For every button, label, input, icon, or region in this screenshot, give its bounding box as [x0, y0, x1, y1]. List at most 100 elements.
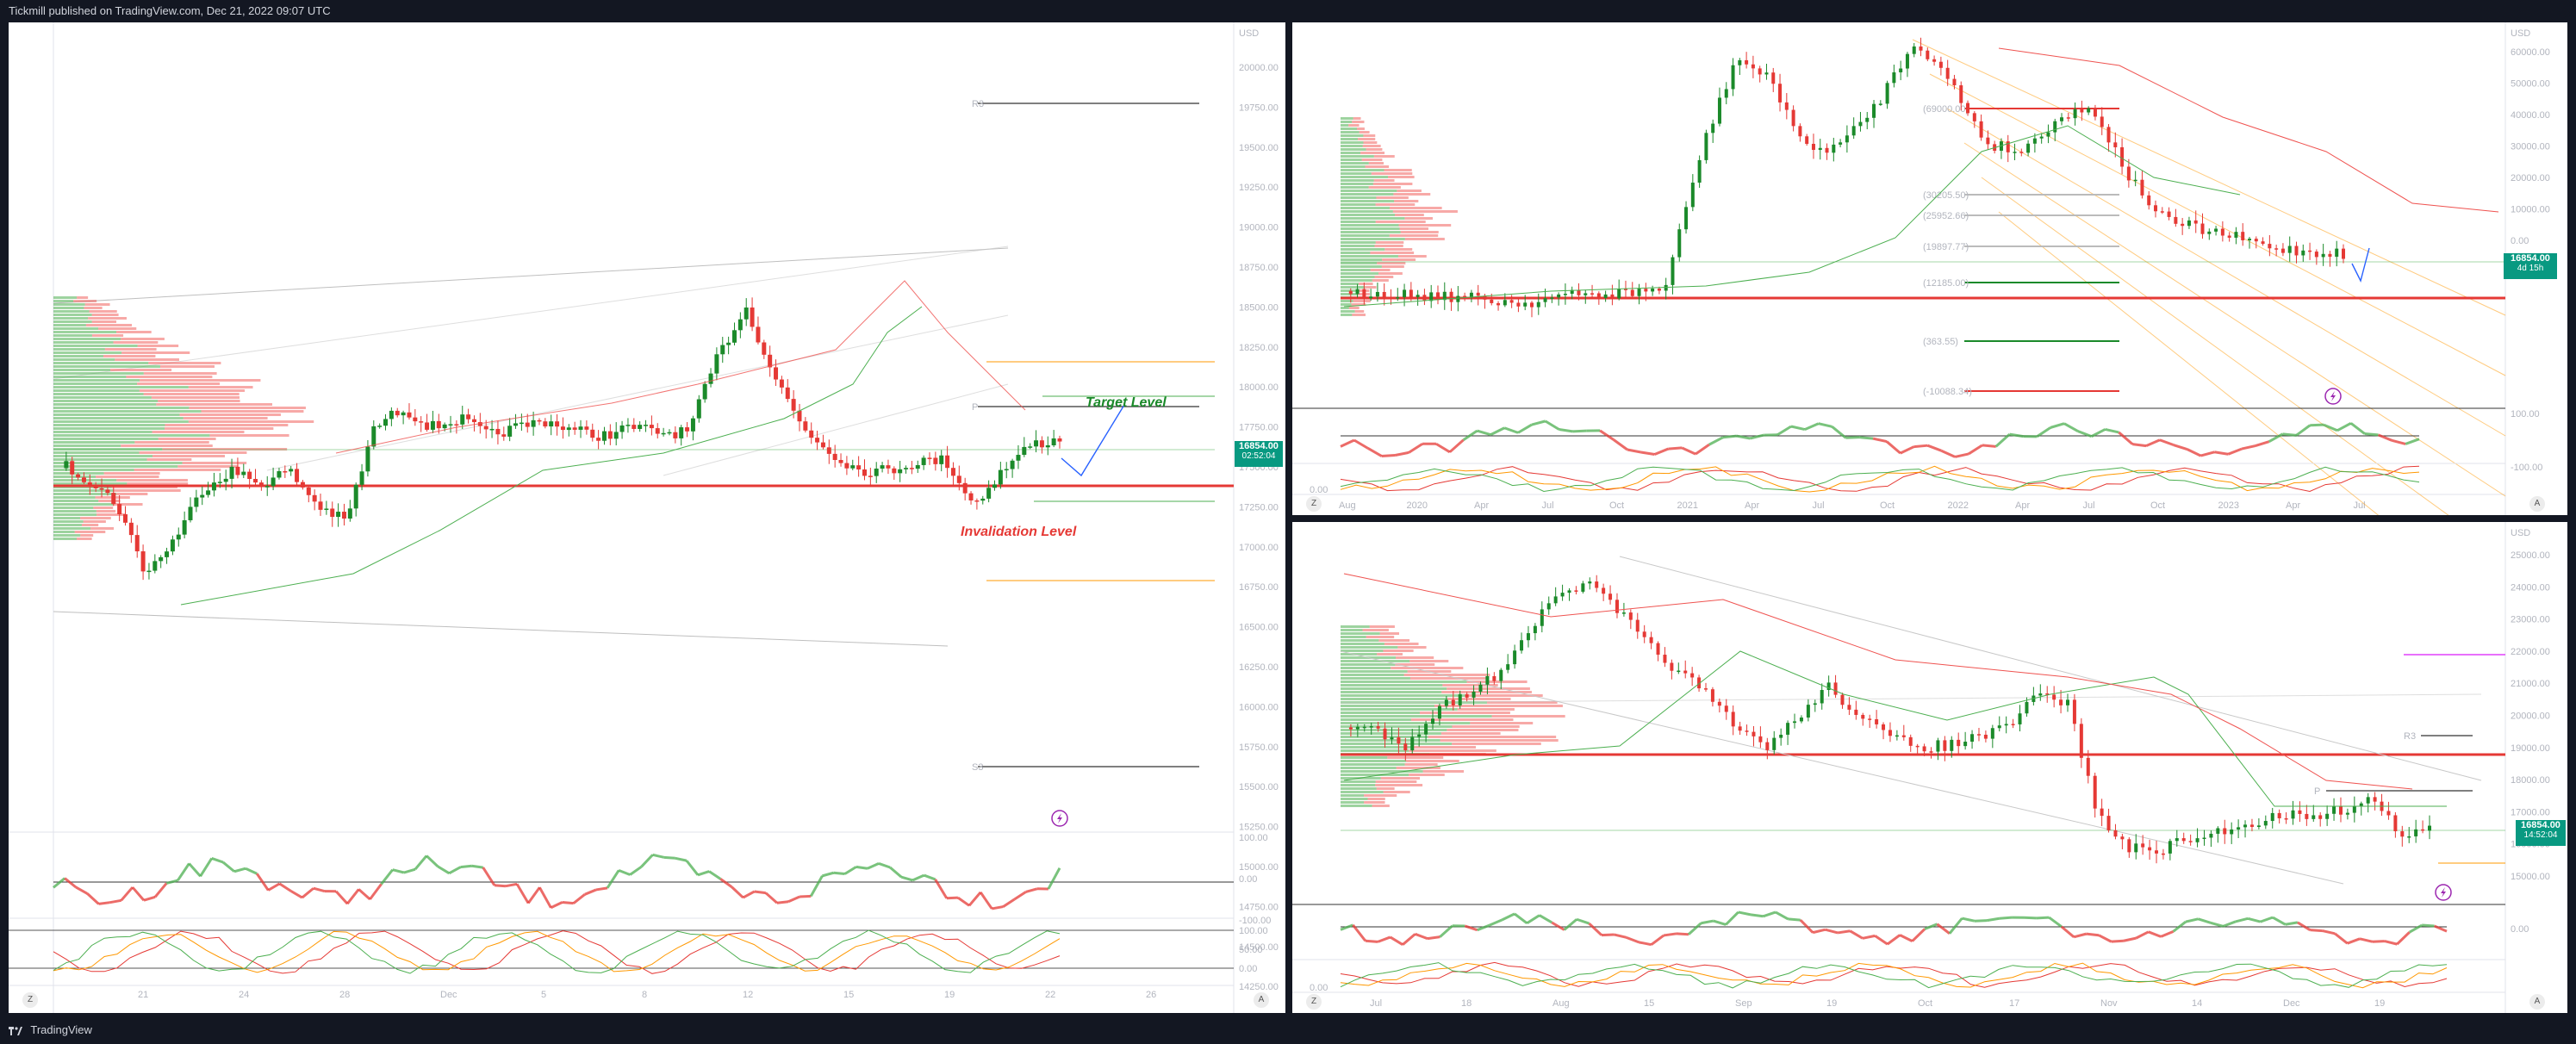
right-bottom-a-button[interactable]: A — [2529, 994, 2545, 1010]
left-volume-profile-bar — [188, 386, 253, 388]
rb-candle — [1635, 619, 1640, 632]
rb-candle — [1499, 669, 1503, 681]
left-a-button[interactable]: A — [1254, 992, 1269, 1008]
rt-candle — [1858, 121, 1863, 127]
rb-candle — [1663, 655, 1667, 663]
rt-volume-profile-bar — [1341, 124, 1349, 127]
left-candle — [543, 421, 548, 427]
left-candle — [667, 432, 672, 434]
rb-momentum-osc — [2260, 916, 2274, 923]
left-momentum-osc — [369, 883, 383, 900]
rb-volume-profile-bar — [1440, 739, 1559, 742]
left-z-button[interactable]: Z — [22, 992, 38, 1008]
rb-candle — [2216, 828, 2220, 834]
rb-volume-profile-bar — [1367, 798, 1385, 800]
left-volume-profile-bar — [53, 386, 189, 388]
left-candle — [756, 326, 761, 343]
left-momentum-osc — [843, 866, 857, 875]
right-top-z-button[interactable]: Z — [1306, 496, 1322, 512]
rb-candle — [1595, 581, 1599, 588]
rb-candle — [2018, 713, 2022, 724]
left-candle — [632, 425, 637, 429]
left-volume-profile-bar — [53, 331, 117, 333]
rt-candle — [1617, 289, 1621, 299]
rb-candle — [1765, 742, 1770, 750]
left-volume-profile-bar — [116, 479, 188, 482]
right-bottom-chart-panel[interactable]: USD 25000.00 24000.00 23000.00 22000.00 21000… — [1292, 522, 2567, 1013]
right-bottom-chart-canvas[interactable]: USD 25000.00 24000.00 23000.00 22000.00 21000… — [1292, 522, 2567, 1013]
rb-volume-profile-bar — [1387, 756, 1444, 759]
rt-momentum-osc — [1448, 438, 1465, 453]
left-momentum-osc — [188, 862, 202, 878]
left-momentum-osc — [346, 888, 360, 905]
left-volume-profile-bar — [53, 534, 81, 537]
left-momentum-osc — [143, 895, 156, 902]
left-candle — [289, 469, 294, 472]
rb-price-tick: 17000.00 — [2511, 807, 2550, 817]
rt-momentum-osc — [1872, 437, 1888, 444]
rb-candle — [1976, 734, 1981, 736]
rb-momentum-osc — [1911, 928, 1926, 942]
rb-volume-profile-bar — [1341, 725, 1453, 728]
rt-candle — [2026, 143, 2031, 153]
right-top-chart-panel[interactable]: USD 60000.00 50000.00 40000.00 30000.00 20000… — [1292, 22, 2567, 515]
left-time-tick: 15 — [843, 990, 854, 1000]
left-volume-profile-bar — [53, 393, 144, 395]
rb-candle — [1458, 693, 1462, 706]
rb-candle — [1929, 751, 1933, 753]
left-volume-profile-bar — [81, 524, 99, 526]
rb-candle — [1840, 694, 1845, 705]
footer-bar: TradingView — [0, 1016, 2576, 1044]
left-candle — [430, 420, 435, 430]
left-candle — [170, 539, 175, 552]
rt-volume-profile-bar — [1374, 245, 1403, 247]
left-volume-profile-bar — [103, 472, 160, 475]
rt-momentum-osc — [2118, 431, 2134, 445]
rt-volume-profile-bar — [1341, 303, 1352, 306]
rb-volume-profile-bar — [1409, 660, 1449, 662]
right-top-a-button[interactable]: A — [2529, 496, 2545, 512]
rb-candle — [1355, 726, 1360, 730]
rb-momentum-osc — [1750, 913, 1764, 918]
rt-momentum-osc — [1340, 438, 1355, 448]
left-candle — [105, 489, 110, 494]
left-candle — [295, 469, 300, 482]
rt-candle — [2147, 195, 2151, 206]
rt-momentum-osc — [1599, 429, 1615, 441]
pivot-label: P — [972, 402, 978, 413]
left-volume-profile-bar — [89, 310, 117, 313]
rt-fib-channel — [1929, 73, 2506, 376]
rb-candle — [1397, 736, 1401, 744]
left-volume-profile-bar — [148, 362, 221, 364]
rb-candle — [1451, 699, 1455, 706]
rt-time-tick: Apr — [2286, 500, 2300, 511]
left-momentum-osc — [652, 853, 665, 859]
left-chart-panel[interactable]: USD 20000.00 19750.00 19500.00 19250.00 19000… — [9, 22, 1285, 1013]
rb-trailing-stop — [1343, 573, 2413, 790]
rb-candle — [1588, 581, 1592, 584]
rb-candle — [2066, 699, 2069, 705]
rt-momentum-osc — [1681, 446, 1696, 456]
left-time-tick: Dec — [440, 990, 457, 1000]
rt-candle — [1630, 289, 1634, 296]
left-candle — [933, 457, 938, 464]
right-top-chart-canvas[interactable]: USD 60000.00 50000.00 40000.00 30000.00 20000… — [1292, 22, 2567, 515]
rb-price-tick: 15000.00 — [2511, 872, 2550, 882]
left-candle — [223, 478, 228, 482]
left-candle — [436, 420, 441, 429]
rt-candle — [2261, 241, 2265, 245]
rb-momentum-osc — [2322, 929, 2336, 935]
rt-candle — [1577, 289, 1581, 295]
rb-volume-profile-bar — [1341, 770, 1423, 773]
rt-candle — [2060, 117, 2064, 121]
left-volume-profile-bar — [53, 475, 96, 478]
rb-momentum-osc — [1687, 922, 1702, 935]
rt-candle — [2287, 245, 2292, 253]
left-chart-canvas[interactable]: USD 20000.00 19750.00 19500.00 19250.00 19000… — [9, 22, 1285, 1013]
rb-price-tick: 21000.00 — [2511, 679, 2550, 689]
rt-candle — [2154, 205, 2158, 212]
rb-volume-profile-bar — [1341, 674, 1404, 676]
right-bottom-z-button[interactable]: Z — [1306, 994, 1322, 1010]
rb-candle — [1943, 740, 1947, 751]
rt-candle — [2181, 223, 2185, 227]
